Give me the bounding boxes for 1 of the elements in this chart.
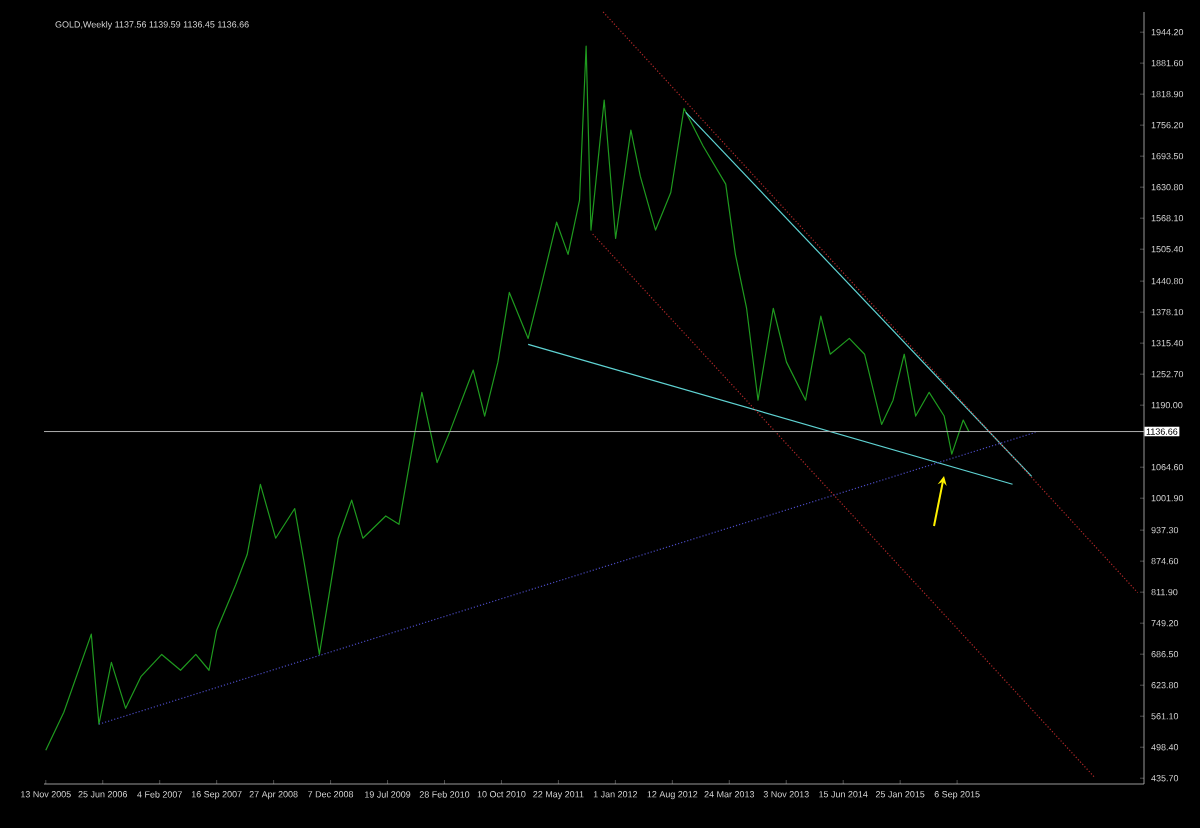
line-series bbox=[45, 45, 970, 751]
